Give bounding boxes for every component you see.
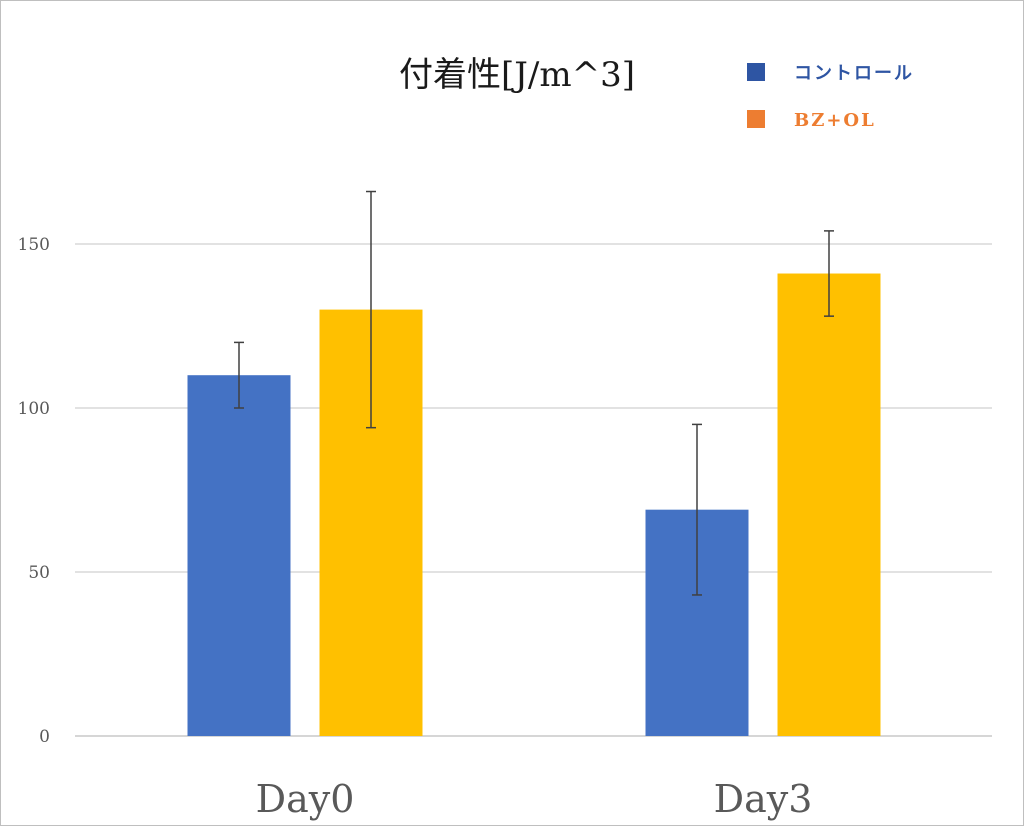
- y-tick-label: 0: [39, 727, 50, 747]
- legend: コントロール BZ+OL: [747, 63, 914, 131]
- y-tick-label: 50: [28, 563, 50, 583]
- legend-swatch-control: [747, 63, 765, 81]
- x-category-label: Day0: [256, 777, 355, 821]
- legend-label-bzol: BZ+OL: [794, 110, 876, 131]
- chart-title: 付着性[J/m^3]: [399, 55, 635, 95]
- error-bar-bzol-day0: [366, 190, 376, 429]
- legend-swatch-bzol: [747, 110, 765, 128]
- error-bar-control-day0: [234, 341, 244, 409]
- y-tick-label: 100: [18, 399, 50, 419]
- x-category-label: Day3: [714, 777, 813, 821]
- legend-label-control: コントロール: [794, 63, 914, 84]
- bar-bzol-day3: [777, 273, 881, 736]
- error-bar-bzol-day3: [824, 230, 834, 317]
- bars: [187, 273, 881, 736]
- bar-control-day0: [187, 375, 291, 736]
- y-tick-label: 150: [18, 235, 50, 255]
- x-axis-categories: Day0 Day3: [256, 777, 813, 821]
- error-bar-control-day3: [692, 423, 702, 596]
- y-axis-ticks: 0 50 100 150: [18, 235, 50, 747]
- error-bars: [234, 190, 834, 596]
